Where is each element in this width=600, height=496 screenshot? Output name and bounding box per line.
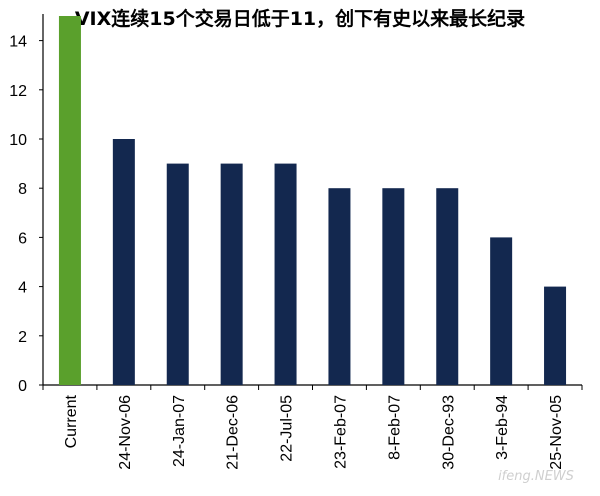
bar-3-feb-94 <box>490 237 513 385</box>
x-category-label: 23-Feb-07 <box>332 395 349 469</box>
x-tick-labels: Current 24-Nov-06 24-Jan-07 21-Dec-06 22-Jul… <box>63 394 565 469</box>
y-tick-label: 12 <box>9 83 27 100</box>
y-tick-labels: 0 2 4 6 8 10 12 14 <box>9 34 43 395</box>
chart-title: VIX连续15个交易日低于11，创下有史以来最长纪录 <box>75 7 525 30</box>
watermark: ifeng.NEWS <box>498 469 574 484</box>
x-category-label: 21-Dec-06 <box>225 395 242 470</box>
y-tick-label: 2 <box>18 329 27 346</box>
bar-current <box>58 16 81 385</box>
bar-22-jul-05 <box>274 163 297 385</box>
x-category-label: Current <box>63 394 80 448</box>
bar-21-dec-06 <box>220 163 243 385</box>
y-tick-label: 10 <box>9 132 27 149</box>
x-category-label: 8-Feb-07 <box>386 395 403 460</box>
bar-23-feb-07 <box>328 188 351 385</box>
x-category-label: 24-Nov-06 <box>117 395 134 470</box>
bars <box>58 16 567 385</box>
bar-24-jan-07 <box>166 163 189 385</box>
bar-8-feb-07 <box>382 188 405 385</box>
y-tick-label: 0 <box>18 378 27 395</box>
y-tick-label: 4 <box>18 280 27 297</box>
x-category-label: 25-Nov-05 <box>548 395 565 470</box>
x-category-label: 22-Jul-05 <box>279 395 296 462</box>
y-tick-label: 14 <box>9 34 27 51</box>
bar-24-nov-06 <box>112 139 135 385</box>
bar-30-dec-93 <box>436 188 459 385</box>
x-category-label: 24-Jan-07 <box>171 395 188 467</box>
x-category-label: 30-Dec-93 <box>440 395 457 470</box>
y-tick-label: 6 <box>18 230 27 247</box>
x-category-label: 3-Feb-94 <box>494 395 511 460</box>
y-tick-label: 8 <box>18 181 27 198</box>
bar-25-nov-05 <box>544 286 567 385</box>
